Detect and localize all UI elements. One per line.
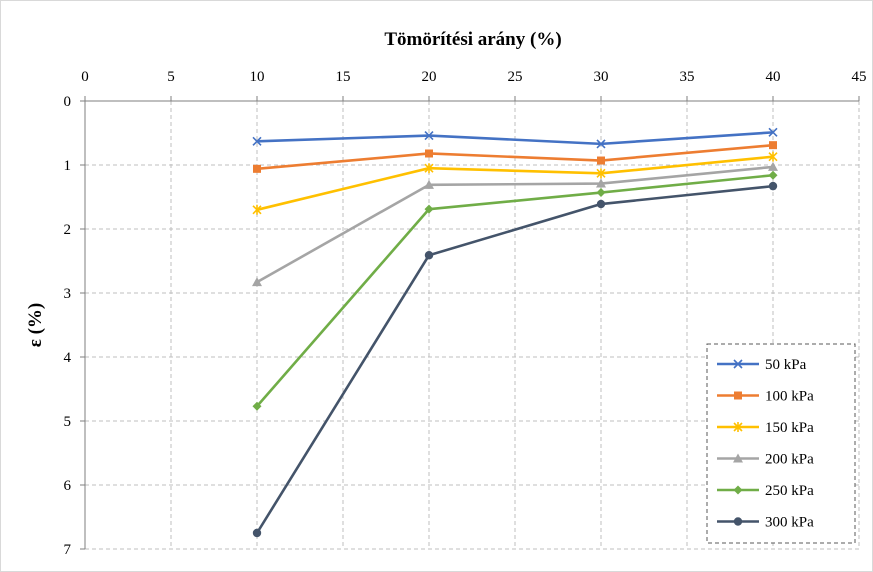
- legend-item: 100 kPa: [717, 389, 814, 405]
- legend-box: [706, 343, 856, 544]
- legend: 50 kPa 100 kPa 150 kPa 200 kPa 250 kPa 300 kP…: [706, 343, 856, 544]
- data-point: [733, 359, 743, 369]
- legend-label: 200 kPa: [765, 452, 814, 468]
- series-1: [252, 127, 778, 149]
- x-tick-label: 35: [680, 69, 695, 85]
- data-point: [425, 149, 433, 158]
- legend-label: 150 kPa: [765, 420, 814, 436]
- data-point: [768, 161, 778, 171]
- y-axis-title: ε (%): [25, 303, 46, 348]
- data-point: [596, 168, 606, 179]
- y-tick-label: 4: [64, 350, 72, 366]
- x-tick-label: 0: [81, 69, 89, 85]
- x-axis-title: Tömörítési arány (%): [384, 29, 561, 50]
- data-point: [733, 485, 743, 495]
- y-tick-label: 6: [64, 478, 72, 494]
- legend-item: 50 kPa: [717, 357, 807, 373]
- y-tick-label: 7: [64, 542, 72, 558]
- data-point: [253, 164, 261, 173]
- legend-item: 250 kPa: [717, 483, 814, 499]
- series-4: [252, 161, 778, 287]
- data-point: [596, 178, 606, 188]
- x-tick-label: 45: [852, 69, 867, 85]
- y-tick-label: 5: [64, 414, 72, 430]
- data-point: [424, 204, 434, 214]
- x-tick-label: 40: [766, 69, 781, 85]
- data-point: [252, 277, 262, 287]
- data-point: [424, 251, 434, 260]
- data-point: [769, 141, 777, 150]
- data-point: [252, 204, 262, 215]
- series-line: [256, 143, 774, 171]
- legend-item: 200 kPa: [717, 452, 814, 468]
- legend-item: 300 kPa: [717, 515, 814, 531]
- data-point: [252, 528, 262, 538]
- series-line: [255, 184, 774, 534]
- y-tick-label: 0: [64, 94, 72, 110]
- series-2: [253, 141, 777, 173]
- x-tick-label: 30: [594, 69, 609, 85]
- data-point: [733, 453, 743, 463]
- x-tick-label: 20: [422, 69, 437, 85]
- legend-label: 100 kPa: [765, 389, 814, 405]
- x-tick-label: 10: [250, 69, 265, 85]
- y-tick-label: 2: [64, 222, 72, 238]
- x-tick-label: 15: [336, 69, 351, 85]
- legend-label: 50 kPa: [765, 357, 807, 373]
- data-point: [768, 170, 778, 180]
- series-group: [252, 127, 778, 538]
- data-point: [424, 163, 434, 174]
- data-point: [768, 181, 778, 191]
- series-line: [256, 173, 774, 408]
- data-point: [424, 130, 434, 141]
- data-point: [596, 139, 606, 149]
- data-point: [596, 199, 606, 209]
- data-point: [597, 156, 605, 165]
- data-point: [424, 179, 434, 189]
- data-point: [733, 422, 743, 432]
- data-point: [252, 136, 262, 146]
- legend-label: 250 kPa: [765, 483, 814, 499]
- x-tick-label: 5: [167, 69, 175, 85]
- data-point: [596, 188, 606, 198]
- series-6: [252, 181, 778, 538]
- legend-item: 150 kPa: [717, 420, 814, 436]
- series-line: [256, 155, 774, 212]
- data-point: [734, 391, 742, 400]
- series-5: [252, 170, 778, 411]
- y-tick-label: 1: [64, 158, 72, 174]
- series-line: [256, 165, 774, 284]
- data-point: [768, 151, 778, 162]
- series-line: [256, 131, 774, 146]
- x-tick-label: 25: [508, 69, 523, 85]
- legend-label: 300 kPa: [765, 515, 814, 531]
- series-3: [252, 151, 778, 215]
- data-point: [768, 127, 778, 137]
- data-point: [252, 401, 262, 411]
- data-point: [733, 517, 743, 526]
- y-tick-label: 3: [64, 286, 72, 302]
